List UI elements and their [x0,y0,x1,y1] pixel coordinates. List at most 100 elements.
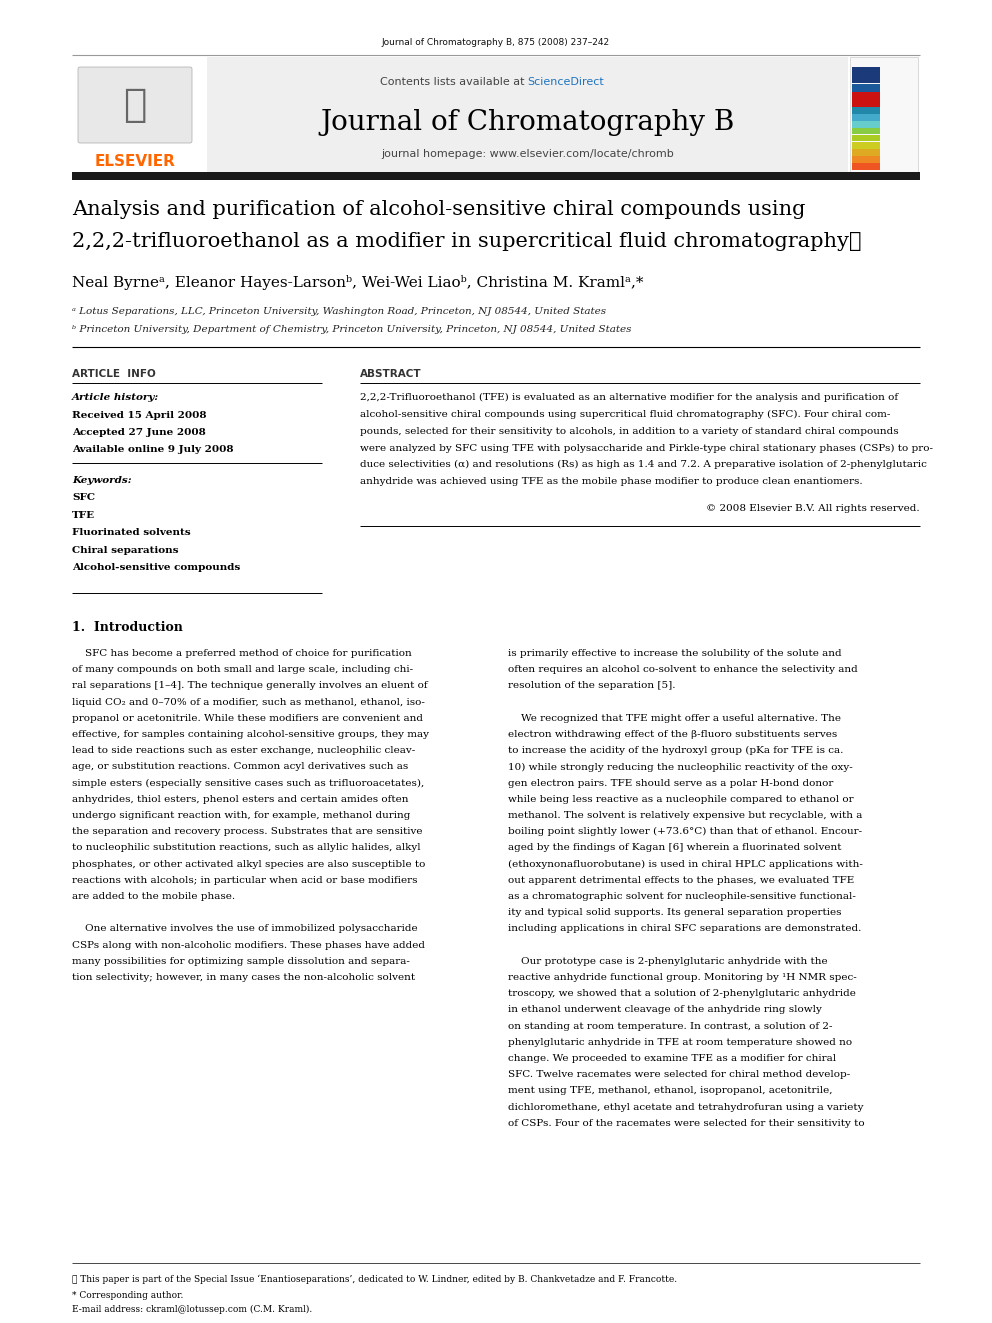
Text: out apparent detrimental effects to the phases, we evaluated TFE: out apparent detrimental effects to the … [508,876,854,885]
Text: including applications in chiral SFC separations are demonstrated.: including applications in chiral SFC sep… [508,925,861,934]
Text: of CSPs. Four of the racemates were selected for their sensitivity to: of CSPs. Four of the racemates were sele… [508,1119,865,1127]
Bar [852,67,880,75]
Bar [207,57,848,172]
Text: ARTICLE  INFO: ARTICLE INFO [72,369,156,378]
Text: tion selectivity; however, in many cases the non-alcoholic solvent: tion selectivity; however, in many cases… [72,972,415,982]
Text: ity and typical solid supports. Its general separation properties: ity and typical solid supports. Its gene… [508,908,841,917]
Text: Analysis and purification of alcohol-sensitive chiral compounds using: Analysis and purification of alcohol-sen… [72,200,806,220]
Bar [852,75,880,83]
Text: the separation and recovery process. Substrates that are sensitive: the separation and recovery process. Sub… [72,827,423,836]
Text: Article history:: Article history: [72,393,160,402]
Bar [852,114,880,120]
Text: undergo significant reaction with, for example, methanol during: undergo significant reaction with, for e… [72,811,411,820]
Text: ScienceDirect: ScienceDirect [528,77,604,87]
Text: CSPs along with non-alcoholic modifiers. These phases have added: CSPs along with non-alcoholic modifiers.… [72,941,425,950]
Text: SFC has become a preferred method of choice for purification: SFC has become a preferred method of cho… [72,650,412,658]
Text: were analyzed by SFC using TFE with polysaccharide and Pirkle-type chiral statio: were analyzed by SFC using TFE with poly… [360,443,933,452]
Bar [852,120,880,127]
Text: troscopy, we showed that a solution of 2-phenylglutaric anhydride: troscopy, we showed that a solution of 2… [508,990,856,998]
Text: * Corresponding author.: * Corresponding author. [72,1291,184,1301]
Text: journal homepage: www.elsevier.com/locate/chromb: journal homepage: www.elsevier.com/locat… [381,149,674,159]
Text: Neal Byrneᵃ, Eleanor Hayes-Larsonᵇ, Wei-Wei Liaoᵇ, Christina M. Kramlᵃ,*: Neal Byrneᵃ, Eleanor Hayes-Larsonᵇ, Wei-… [72,275,644,290]
Text: electron withdrawing effect of the β-fluoro substituents serves: electron withdrawing effect of the β-flu… [508,730,837,740]
Text: propanol or acetonitrile. While these modifiers are convenient and: propanol or acetonitrile. While these mo… [72,714,423,722]
Text: to increase the acidity of the hydroxyl group (pKa for TFE is ca.: to increase the acidity of the hydroxyl … [508,746,843,755]
Text: ⋆ This paper is part of the Special Issue ‘Enantioseparations’, dedicated to W. : ⋆ This paper is part of the Special Issu… [72,1275,678,1285]
Text: anhydride was achieved using TFE as the mobile phase modifier to produce clean e: anhydride was achieved using TFE as the … [360,478,863,486]
Text: 2,2,2-trifluoroethanol as a modifier in supercritical fluid chromatography⋆: 2,2,2-trifluoroethanol as a modifier in … [72,232,861,251]
Text: 2,2,2-Trifluoroethanol (TFE) is evaluated as an alternative modifier for the ana: 2,2,2-Trifluoroethanol (TFE) is evaluate… [360,393,899,402]
Text: methanol. The solvent is relatively expensive but recyclable, with a: methanol. The solvent is relatively expe… [508,811,862,820]
Bar [852,107,880,114]
Bar [852,135,880,142]
Text: simple esters (especially sensitive cases such as trifluoroacetates),: simple esters (especially sensitive case… [72,779,425,787]
Text: on standing at room temperature. In contrast, a solution of 2-: on standing at room temperature. In cont… [508,1021,832,1031]
Text: Keywords:: Keywords: [72,476,132,486]
Text: age, or substitution reactions. Common acyl derivatives such as: age, or substitution reactions. Common a… [72,762,409,771]
Text: gen electron pairs. TFE should serve as a polar H-bond donor: gen electron pairs. TFE should serve as … [508,779,833,787]
Text: as a chromatographic solvent for nucleophile-sensitive functional-: as a chromatographic solvent for nucleop… [508,892,856,901]
Text: dichloromethane, ethyl acetate and tetrahydrofuran using a variety: dichloromethane, ethyl acetate and tetra… [508,1102,863,1111]
Text: resolution of the separation [5].: resolution of the separation [5]. [508,681,676,691]
Text: ᵇ Princeton University, Department of Chemistry, Princeton University, Princeton: ᵇ Princeton University, Department of Ch… [72,325,632,333]
Bar [850,57,918,172]
Text: One alternative involves the use of immobilized polysaccharide: One alternative involves the use of immo… [72,925,418,934]
Text: boiling point slightly lower (+73.6°C) than that of ethanol. Encour-: boiling point slightly lower (+73.6°C) t… [508,827,862,836]
Text: TFE: TFE [72,511,95,520]
Bar [852,93,880,106]
Bar [852,163,880,169]
Text: ᵃ Lotus Separations, LLC, Princeton University, Washington Road, Princeton, NJ 0: ᵃ Lotus Separations, LLC, Princeton Univ… [72,307,606,316]
Text: SFC: SFC [72,493,95,503]
Bar [852,149,880,156]
Bar [72,57,207,172]
Text: © 2008 Elsevier B.V. All rights reserved.: © 2008 Elsevier B.V. All rights reserved… [706,504,920,513]
Text: 🌳: 🌳 [123,86,147,124]
Text: liquid CO₂ and 0–70% of a modifier, such as methanol, ethanol, iso-: liquid CO₂ and 0–70% of a modifier, such… [72,697,425,706]
Text: in ethanol underwent cleavage of the anhydride ring slowly: in ethanol underwent cleavage of the anh… [508,1005,822,1015]
Text: Journal of Chromatography B, 875 (2008) 237–242: Journal of Chromatography B, 875 (2008) … [382,38,610,48]
Text: Journal of Chromatography B: Journal of Chromatography B [320,108,735,136]
Text: Our prototype case is 2-phenylglutaric anhydride with the: Our prototype case is 2-phenylglutaric a… [508,957,827,966]
Text: Fluorinated solvents: Fluorinated solvents [72,528,190,537]
Text: reactions with alcohols; in particular when acid or base modifiers: reactions with alcohols; in particular w… [72,876,418,885]
Text: are added to the mobile phase.: are added to the mobile phase. [72,892,235,901]
Text: (ethoxynonafluorobutane) is used in chiral HPLC applications with-: (ethoxynonafluorobutane) is used in chir… [508,860,863,869]
Text: phosphates, or other activated alkyl species are also susceptible to: phosphates, or other activated alkyl spe… [72,860,426,869]
Text: E-mail address: ckraml@lotussep.com (C.M. Kraml).: E-mail address: ckraml@lotussep.com (C.M… [72,1304,312,1314]
Text: Received 15 April 2008: Received 15 April 2008 [72,410,206,419]
Text: reactive anhydride functional group. Monitoring by ¹H NMR spec-: reactive anhydride functional group. Mon… [508,972,857,982]
Text: ment using TFE, methanol, ethanol, isopropanol, acetonitrile,: ment using TFE, methanol, ethanol, isopr… [508,1086,832,1095]
Bar [852,128,880,135]
Text: is primarily effective to increase the solubility of the solute and: is primarily effective to increase the s… [508,650,841,658]
Bar [852,156,880,163]
Bar [852,83,880,93]
Text: aged by the findings of Kagan [6] wherein a fluorinated solvent: aged by the findings of Kagan [6] wherei… [508,843,841,852]
Text: SFC. Twelve racemates were selected for chiral method develop-: SFC. Twelve racemates were selected for … [508,1070,850,1080]
Text: duce selectivities (α) and resolutions (Rs) as high as 1.4 and 7.2. A preparativ: duce selectivities (α) and resolutions (… [360,460,928,470]
Text: Accepted 27 June 2008: Accepted 27 June 2008 [72,429,205,437]
Text: of many compounds on both small and large scale, including chi-: of many compounds on both small and larg… [72,665,413,675]
Bar [852,142,880,148]
Text: 10) while strongly reducing the nucleophilic reactivity of the oxy-: 10) while strongly reducing the nucleoph… [508,762,853,771]
Text: pounds, selected for their sensitivity to alcohols, in addition to a variety of : pounds, selected for their sensitivity t… [360,426,899,435]
Text: effective, for samples containing alcohol-sensitive groups, they may: effective, for samples containing alcoho… [72,730,429,740]
Text: We recognized that TFE might offer a useful alternative. The: We recognized that TFE might offer a use… [508,714,841,722]
Text: ELSEVIER: ELSEVIER [94,153,176,169]
Text: ral separations [1–4]. The technique generally involves an eluent of: ral separations [1–4]. The technique gen… [72,681,428,691]
Text: phenylglutaric anhydride in TFE at room temperature showed no: phenylglutaric anhydride in TFE at room … [508,1037,852,1046]
Text: lead to side reactions such as ester exchange, nucleophilic cleav-: lead to side reactions such as ester exc… [72,746,416,755]
FancyBboxPatch shape [78,67,192,143]
Text: ABSTRACT: ABSTRACT [360,369,422,378]
Text: 1.  Introduction: 1. Introduction [72,620,183,634]
Text: change. We proceeded to examine TFE as a modifier for chiral: change. We proceeded to examine TFE as a… [508,1054,836,1062]
Text: alcohol-sensitive chiral compounds using supercritical fluid chromatography (SFC: alcohol-sensitive chiral compounds using… [360,410,891,419]
Text: Chiral separations: Chiral separations [72,546,179,556]
Text: often requires an alcohol co-solvent to enhance the selectivity and: often requires an alcohol co-solvent to … [508,665,858,675]
Text: Alcohol-sensitive compounds: Alcohol-sensitive compounds [72,564,240,573]
Text: Available online 9 July 2008: Available online 9 July 2008 [72,446,233,455]
Bar [72,172,920,180]
Text: many possibilities for optimizing sample dissolution and separa-: many possibilities for optimizing sample… [72,957,410,966]
Text: while being less reactive as a nucleophile compared to ethanol or: while being less reactive as a nucleophi… [508,795,854,804]
Text: to nucleophilic substitution reactions, such as allylic halides, alkyl: to nucleophilic substitution reactions, … [72,843,421,852]
Text: anhydrides, thiol esters, phenol esters and certain amides often: anhydrides, thiol esters, phenol esters … [72,795,409,804]
